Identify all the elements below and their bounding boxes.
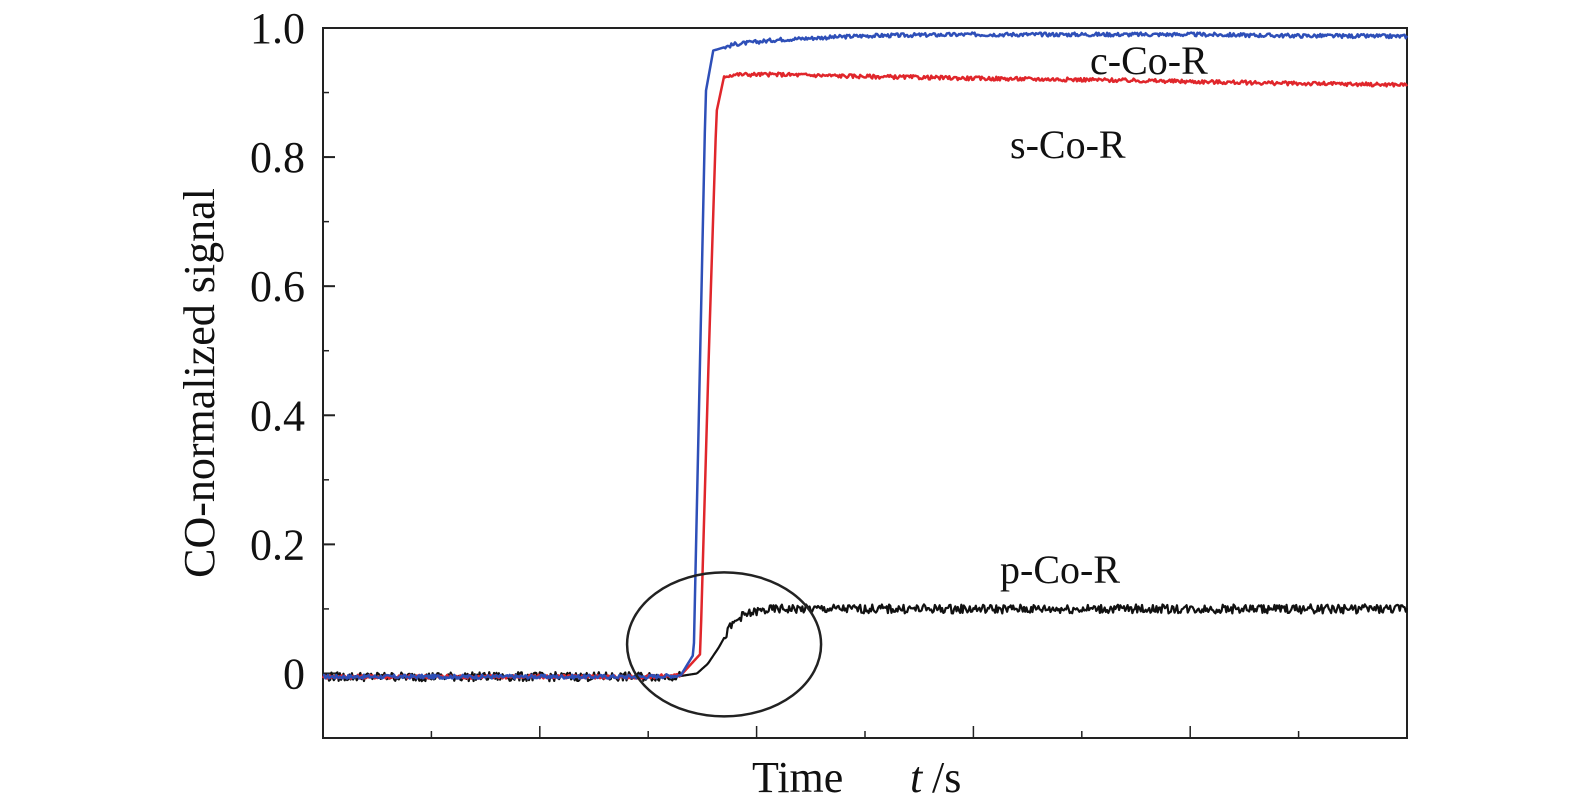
y-axis-ticks (323, 27, 335, 739)
y-tick-label-4: 0.8 (250, 133, 305, 182)
y-tick-label-1: 0.2 (250, 520, 305, 569)
x-axis-title-unit: /s (932, 753, 961, 802)
y-axis-tick-labels: 0 0.2 0.4 0.6 0.8 1.0 (250, 4, 305, 698)
series-label-s-co-r: s-Co-R (1010, 122, 1126, 167)
series-lines (321, 31, 1409, 683)
x-axis-title-text: Time (752, 753, 843, 802)
x-axis-title-variable: t (910, 753, 924, 802)
series-line-c-co-r (322, 31, 1409, 680)
series-line-s-co-r (321, 71, 1409, 680)
series-label-c-co-r: c-Co-R (1090, 38, 1208, 83)
y-axis-title: CO-normalized signal (175, 188, 224, 578)
series-label-p-co-r: p-Co-R (1000, 547, 1120, 592)
plot-frame (322, 27, 1408, 739)
y-tick-label-5: 1.0 (250, 4, 305, 53)
series-line-p-co-r (321, 603, 1409, 683)
y-tick-label-3: 0.6 (250, 262, 305, 311)
onset-highlight-ellipse (625, 571, 823, 718)
y-tick-label-2: 0.4 (250, 391, 305, 440)
x-axis-title: Time t /s (752, 753, 961, 802)
x-axis-ticks (430, 726, 1300, 738)
y-tick-label-0: 0 (283, 649, 305, 698)
